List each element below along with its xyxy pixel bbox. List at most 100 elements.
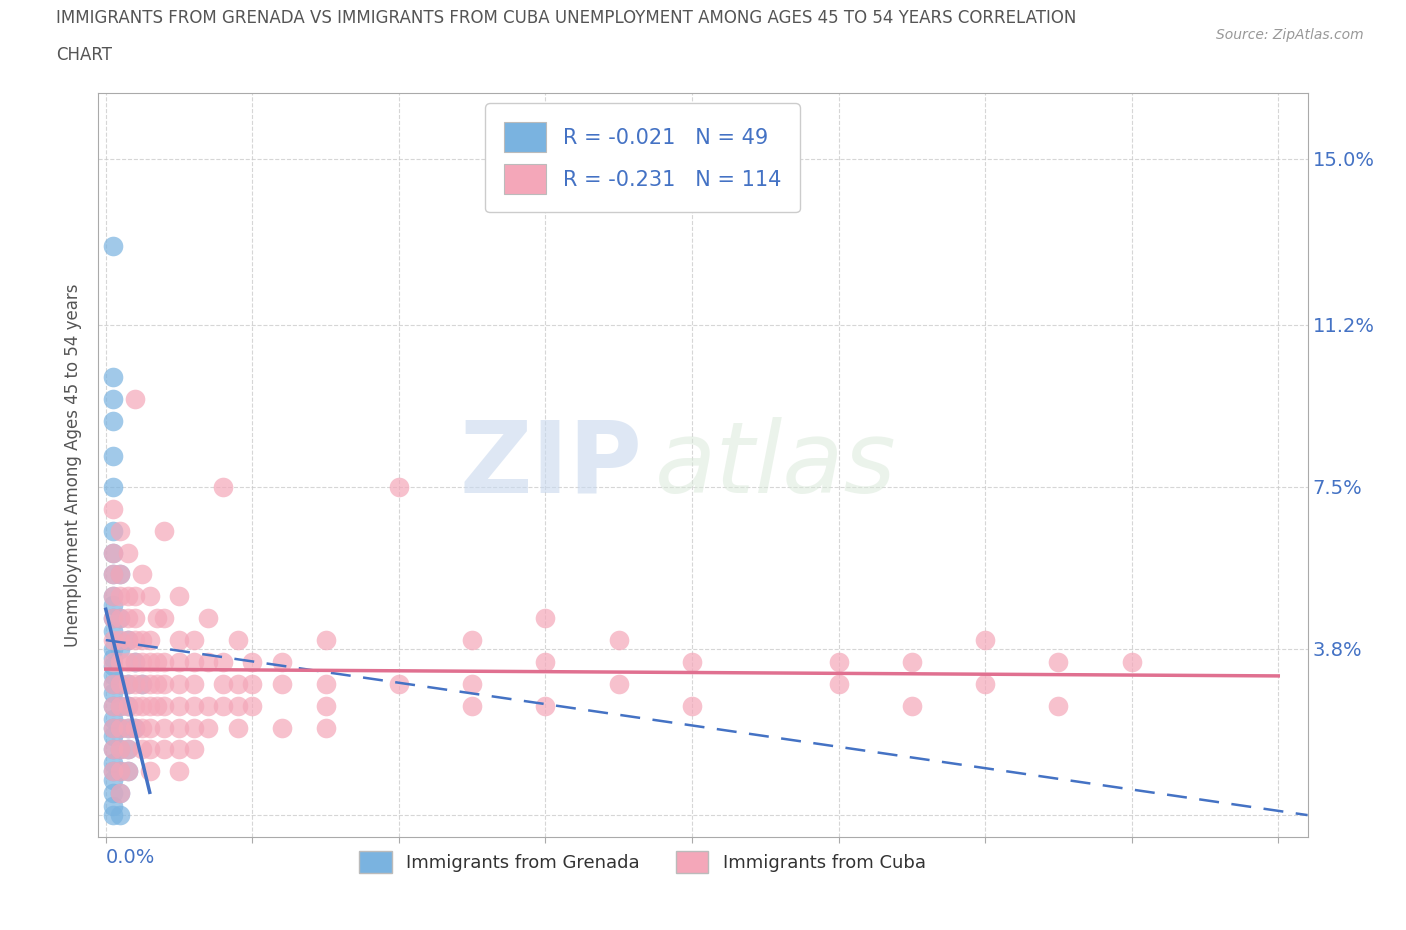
Point: [315, 676, 337, 691]
Point: [110, 655, 132, 670]
Point: [101, 807, 124, 822]
Point: [1047, 655, 1070, 670]
Point: [146, 676, 169, 691]
Point: [901, 655, 924, 670]
Point: [901, 698, 924, 713]
Text: Source: ZipAtlas.com: Source: ZipAtlas.com: [1216, 28, 1364, 42]
Point: [153, 524, 176, 538]
Point: [110, 642, 132, 657]
Point: [110, 676, 132, 691]
Point: [110, 589, 132, 604]
Point: [138, 676, 160, 691]
Text: CHART: CHART: [56, 46, 112, 64]
Y-axis label: Unemployment Among Ages 45 to 54 years: Unemployment Among Ages 45 to 54 years: [65, 284, 83, 646]
Point: [101, 764, 124, 778]
Point: [101, 711, 124, 726]
Point: [110, 524, 132, 538]
Point: [131, 632, 153, 647]
Point: [117, 764, 139, 778]
Point: [681, 655, 703, 670]
Point: [101, 685, 124, 700]
Point: [131, 655, 153, 670]
Point: [117, 589, 139, 604]
Point: [974, 632, 997, 647]
Point: [101, 764, 124, 778]
Point: [117, 632, 139, 647]
Point: [117, 611, 139, 626]
Point: [167, 742, 190, 757]
Text: ZIP: ZIP: [460, 417, 643, 513]
Point: [167, 676, 190, 691]
Point: [461, 698, 484, 713]
Legend: Immigrants from Grenada, Immigrants from Cuba: Immigrants from Grenada, Immigrants from…: [352, 844, 934, 880]
Point: [101, 642, 124, 657]
Point: [101, 567, 124, 582]
Point: [607, 632, 630, 647]
Point: [270, 676, 292, 691]
Point: [101, 624, 124, 639]
Point: [117, 632, 139, 647]
Point: [101, 799, 124, 814]
Point: [153, 720, 176, 735]
Point: [197, 655, 219, 670]
Point: [124, 655, 146, 670]
Point: [197, 698, 219, 713]
Point: [153, 698, 176, 713]
Point: [131, 742, 153, 757]
Point: [101, 720, 124, 735]
Point: [110, 567, 132, 582]
Point: [534, 611, 557, 626]
Point: [270, 655, 292, 670]
Point: [124, 655, 146, 670]
Point: [315, 632, 337, 647]
Point: [153, 611, 176, 626]
Point: [461, 676, 484, 691]
Point: [101, 449, 124, 464]
Point: [110, 786, 132, 801]
Point: [101, 655, 124, 670]
Point: [212, 698, 235, 713]
Point: [124, 698, 146, 713]
Text: IMMIGRANTS FROM GRENADA VS IMMIGRANTS FROM CUBA UNEMPLOYMENT AMONG AGES 45 TO 54: IMMIGRANTS FROM GRENADA VS IMMIGRANTS FR…: [56, 9, 1077, 27]
Point: [167, 589, 190, 604]
Point: [131, 720, 153, 735]
Point: [101, 545, 124, 560]
Point: [607, 676, 630, 691]
Point: [110, 807, 132, 822]
Point: [197, 720, 219, 735]
Point: [101, 720, 124, 735]
Point: [212, 676, 235, 691]
Point: [138, 764, 160, 778]
Point: [183, 742, 205, 757]
Point: [167, 655, 190, 670]
Point: [138, 698, 160, 713]
Point: [110, 742, 132, 757]
Point: [131, 698, 153, 713]
Point: [101, 698, 124, 713]
Point: [110, 567, 132, 582]
Point: [101, 239, 124, 254]
Point: [101, 545, 124, 560]
Point: [138, 632, 160, 647]
Text: 0.0%: 0.0%: [105, 848, 155, 867]
Point: [117, 720, 139, 735]
Point: [101, 668, 124, 683]
Point: [117, 742, 139, 757]
Point: [101, 755, 124, 770]
Point: [183, 676, 205, 691]
Point: [240, 676, 263, 691]
Point: [388, 676, 411, 691]
Point: [226, 698, 249, 713]
Point: [315, 698, 337, 713]
Point: [110, 742, 132, 757]
Point: [138, 655, 160, 670]
Point: [315, 720, 337, 735]
Point: [146, 698, 169, 713]
Point: [1047, 698, 1070, 713]
Point: [131, 676, 153, 691]
Point: [167, 698, 190, 713]
Point: [124, 676, 146, 691]
Point: [101, 589, 124, 604]
Point: [534, 698, 557, 713]
Point: [101, 742, 124, 757]
